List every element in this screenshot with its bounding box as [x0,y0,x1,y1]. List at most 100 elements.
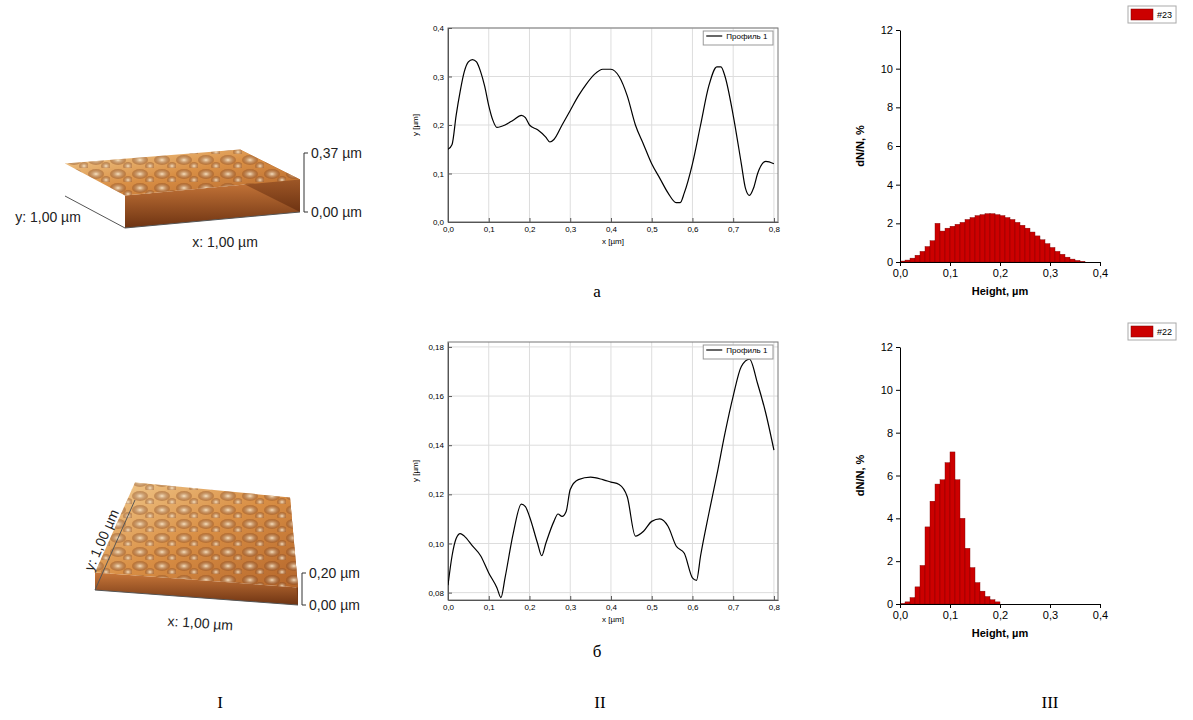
surface-base [95,500,298,605]
tick-mark [489,218,490,222]
grid-line [448,592,778,593]
histogram-bar [1075,260,1080,262]
tick-label: 0,2 [993,267,1008,279]
histogram-bar [1010,219,1015,262]
tick-label: 0,7 [728,603,740,612]
tick-label: 0,37 µm [311,145,362,161]
histogram-bar [960,222,965,262]
tick: 0,1 [484,596,496,612]
tick-mark [302,605,306,606]
tick: 0,0 [433,218,452,227]
histogram-bar [1065,257,1070,262]
tick: 0,1 [433,170,452,179]
axis-title: dN/N, % [854,125,866,167]
tick-mark [896,347,900,348]
tick-mark [896,69,900,70]
tick-label: 0,2 [433,121,445,130]
plot-frame [448,28,778,222]
tick: 0,6 [687,596,699,612]
tick-label: 0,00 µm [311,204,362,220]
plot-area [448,60,774,203]
tick-label: 0,0 [443,603,455,612]
tick: 0,6 [687,218,699,234]
histogram-bar [955,224,960,262]
tick-mark [1050,262,1051,266]
tick-label: 0 [887,256,893,268]
tick: 0,16 [428,392,452,401]
tick-label: 0,0 [893,609,908,621]
axis-title: Height, µm [972,627,1029,639]
tick: 0,1 [484,218,496,234]
histogram-bar [930,241,935,262]
y-axis-line [448,343,449,601]
grid-line [448,396,778,397]
histogram-bar [1020,225,1025,262]
column-label: II [594,693,606,712]
axis-title: y: 1,00 µm [15,209,81,225]
histogram-bar [920,251,925,262]
legend: #23 [1128,6,1176,23]
tick-mark [529,596,530,600]
tick-mark [489,596,490,600]
histogram-bar [985,597,990,604]
histogram-bar [950,226,955,262]
tick: 0,10 [428,540,452,549]
grid-line [529,342,530,600]
tick: 0,3 [1043,262,1058,279]
tick-label: 0,4 [606,603,618,612]
line-panel [448,342,778,600]
histogram-bar [950,452,955,604]
histogram-bar [940,231,945,262]
legend-swatch [1131,9,1153,20]
y-axis: 024681012 [881,24,901,268]
grid-line [448,125,778,126]
grid-line [448,543,778,544]
axis-title: y [µm] [411,114,420,136]
histogram-bar [1050,248,1055,263]
tick-label: 0,4 [1093,609,1108,621]
histogram-bar [975,583,980,604]
tick-mark [448,494,452,495]
x-axis-line [449,600,779,601]
tick-mark [448,174,452,175]
legend-swatch [706,349,722,350]
grid-line [570,342,571,600]
tick: 0,12 [428,490,452,499]
tick-mark [570,218,571,222]
tick-label: 0,5 [647,603,659,612]
tick: 6 [887,470,900,482]
row-label: б [593,642,602,661]
tick: 0,2 [993,262,1008,279]
tick-label: 0,3 [565,603,577,612]
tick: 4 [887,179,900,191]
tick-label: 0,5 [647,225,659,234]
tick-mark [896,390,900,391]
tick-label: 0,2 [993,609,1008,621]
histogram-bar [935,223,940,262]
surface-panel [65,150,300,228]
tick-label: 0,1 [484,603,496,612]
tick-label: 8 [887,427,893,439]
figure: 0,00 µm 0,37 µm y: 1,00 µm x: 1,00 µm 0,0 0,1… [0,0,1193,720]
tick-label: 2 [887,555,893,567]
tick-mark [896,30,900,31]
x-axis: 0,00,10,20,30,4 [893,262,1108,279]
histogram-bar [910,258,915,262]
tick-label: 0,10 [428,540,444,549]
grid-line [488,342,489,600]
tick-mark [304,153,308,154]
tick: 0 [887,256,900,268]
tick: 0,8 [769,596,781,612]
tick: 0,14 [428,441,452,450]
tick-label: 10 [881,384,893,396]
column-label: I [217,693,223,712]
tick: 10 [881,384,900,396]
y-axis: 0,080,100,120,140,160,18 [428,343,452,601]
surface-texture [95,482,298,587]
legend-swatch [706,35,722,36]
tick-label: 0,4 [433,24,445,33]
tick-label: 0 [887,598,893,610]
axis-title: x: 1,00 µm [167,613,234,634]
tick-label: 6 [887,140,893,152]
tick: 0,18 [428,343,452,352]
